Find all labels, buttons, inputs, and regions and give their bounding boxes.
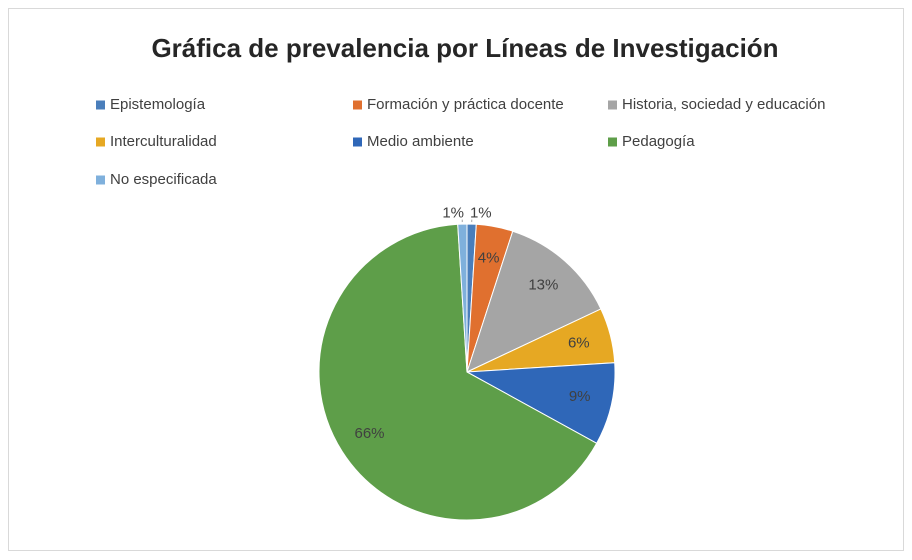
value-label: 9% <box>569 388 591 405</box>
chart-title: Gráfica de prevalencia por Líneas de Inv… <box>151 33 778 63</box>
legend-label: Medio ambiente <box>367 133 474 150</box>
legend-swatch <box>608 100 617 110</box>
value-label: 6% <box>568 334 590 351</box>
legend-label: Interculturalidad <box>110 133 217 150</box>
legend-label: Formación y práctica docente <box>367 96 564 113</box>
legend-swatch <box>353 100 362 110</box>
pie-slice <box>318 223 598 521</box>
legend-label: Pedagogía <box>622 133 695 150</box>
value-label: 4% <box>478 250 500 267</box>
pie-slice <box>465 362 616 444</box>
pie-slice <box>457 223 468 373</box>
value-label: 13% <box>528 276 558 293</box>
legend-swatch <box>96 137 105 147</box>
value-label: 1% <box>470 205 492 222</box>
legend-label: Historia, sociedad y educación <box>622 96 825 113</box>
legend-swatch <box>353 137 362 147</box>
legend-label: No especificada <box>110 171 217 188</box>
value-label: 66% <box>355 425 385 442</box>
legend-swatch <box>96 175 105 185</box>
pie-slice <box>466 230 602 373</box>
legend-swatch <box>608 137 617 147</box>
legend-swatch <box>96 100 105 110</box>
legend-label: Epistemología <box>110 96 206 113</box>
value-label: 1% <box>442 205 464 222</box>
